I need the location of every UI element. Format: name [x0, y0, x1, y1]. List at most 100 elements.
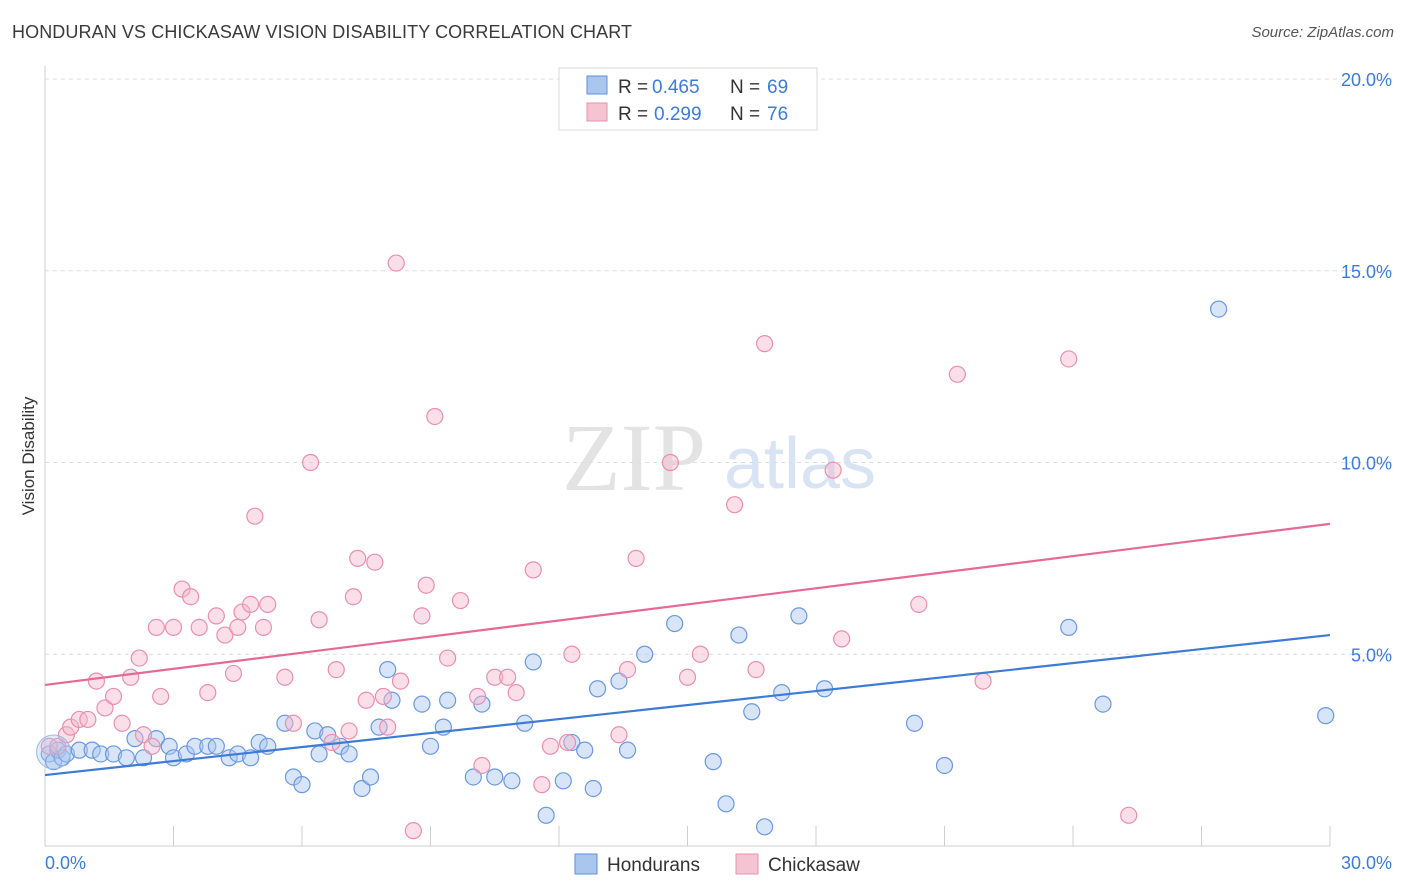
chickasaw-point — [87, 672, 106, 690]
chickasaw-point — [284, 714, 303, 732]
chickasaw-point — [374, 687, 392, 706]
chickasaw-point — [301, 453, 320, 472]
honduran-point — [117, 749, 135, 767]
chickasaw-point — [134, 726, 153, 744]
legend-n-label: N = — [730, 104, 760, 125]
honduran-point — [524, 653, 542, 671]
honduran-point — [306, 722, 324, 740]
honduran-point — [413, 695, 431, 713]
honduran-point — [743, 703, 761, 721]
chickasaw-point — [122, 668, 140, 686]
legend-n-label: N = — [730, 77, 760, 98]
bottom-legend: Hondurans Chickasaw — [574, 853, 860, 876]
chickasaw-point — [541, 737, 560, 755]
chickasaw-point — [391, 672, 410, 690]
honduran-point — [383, 691, 401, 709]
chickasaw-point — [618, 660, 637, 679]
honduran-point — [905, 714, 924, 732]
chickasaw-point — [229, 618, 247, 637]
chickasaw-point — [404, 822, 422, 840]
chickasaw-point — [207, 607, 225, 625]
honduran-point — [790, 607, 808, 625]
legend-n-value: 69 — [767, 77, 788, 98]
honduran-point — [554, 772, 572, 790]
chickasaw-point — [833, 630, 851, 648]
legend-swatch-hondurans — [586, 75, 608, 95]
honduran-point — [486, 768, 504, 786]
watermark-atlas: atlas — [724, 424, 876, 504]
chickasaw-point — [344, 588, 362, 606]
honduran-point — [1060, 618, 1078, 637]
chickasaw-point — [610, 726, 628, 744]
chickasaw-point — [691, 645, 709, 663]
chickasaw-point — [451, 591, 470, 610]
honduran-point — [503, 772, 521, 790]
chickasaw-point — [254, 618, 273, 637]
chickasaw-point — [426, 407, 444, 426]
bottom-legend-swatch-chickasaw — [735, 853, 759, 875]
chickasaw-point — [152, 687, 170, 706]
axes — [44, 66, 1331, 847]
y-tick-label: 5.0% — [1351, 645, 1392, 665]
honduran-point — [563, 733, 581, 752]
honduran-point — [666, 614, 684, 633]
chickasaw-point — [259, 595, 277, 613]
chickasaw-point — [310, 611, 328, 629]
bottom-legend-label-chickasaw: Chickasaw — [768, 855, 860, 876]
chickasaw-point — [357, 691, 375, 709]
chickasaw-point — [755, 335, 774, 353]
chickasaw-point — [524, 561, 542, 579]
x-tick-label-min: 0.0% — [45, 853, 86, 873]
x-tick-labels: 0.0% 30.0% — [45, 853, 1392, 873]
chickasaw-point — [246, 507, 264, 525]
legend: R = 0.465 N = 69 R = 0.299 N = 76 — [558, 67, 818, 131]
watermark-zip: ZIP — [562, 404, 706, 511]
honduran-point — [421, 737, 440, 755]
chickasaw-point — [49, 737, 67, 755]
honduran-point — [773, 683, 791, 702]
chickasaw-point — [104, 687, 123, 706]
legend-r-value: 0.299 — [654, 104, 702, 125]
honduran-point — [134, 749, 153, 767]
chickasaw-point — [558, 733, 577, 752]
chickasaw-point — [974, 672, 992, 690]
honduran-point — [207, 737, 225, 755]
x-tick-label-max: 30.0% — [1341, 853, 1392, 873]
honduran-point — [584, 779, 602, 798]
chickasaw-point — [113, 714, 131, 732]
honduran-point — [730, 626, 748, 644]
chickasaw-point — [224, 664, 243, 683]
honduran-point — [310, 745, 328, 763]
chickasaw-point — [143, 737, 161, 755]
chickasaw-point — [199, 683, 217, 702]
chickasaw-point — [190, 618, 208, 637]
honduran-point — [92, 745, 110, 763]
honduran-point — [636, 645, 654, 663]
honduran-point — [104, 745, 123, 763]
chickasaw-point — [242, 595, 260, 613]
chickasaw-point — [1060, 350, 1078, 368]
honduran-point — [1210, 300, 1228, 318]
honduran-point — [704, 753, 722, 771]
chickasaw-point — [486, 668, 504, 686]
chickasaw-point — [276, 668, 294, 686]
y-tick-label: 10.0% — [1341, 454, 1392, 474]
chickasaw-point — [216, 626, 234, 644]
honduran-point — [340, 745, 358, 763]
honduran-trend-line — [44, 633, 1331, 777]
honduran-point — [464, 768, 482, 786]
chickasaw-point — [910, 595, 928, 613]
honduran-point — [250, 733, 268, 752]
legend-swatch-chickasaw — [586, 102, 608, 122]
trend-lines — [44, 522, 1331, 777]
chickasaw-point — [413, 607, 431, 625]
honduran-point — [439, 691, 457, 709]
chickasaw-point — [507, 683, 525, 702]
honduran-point — [618, 741, 637, 759]
chickasaw-point — [366, 553, 384, 571]
y-tick-label: 15.0% — [1341, 262, 1392, 282]
chickasaw-point — [417, 576, 435, 594]
chickasaw-point — [627, 549, 645, 567]
chickasaw-point — [147, 618, 165, 637]
bottom-legend-swatch-hondurans — [574, 853, 598, 875]
